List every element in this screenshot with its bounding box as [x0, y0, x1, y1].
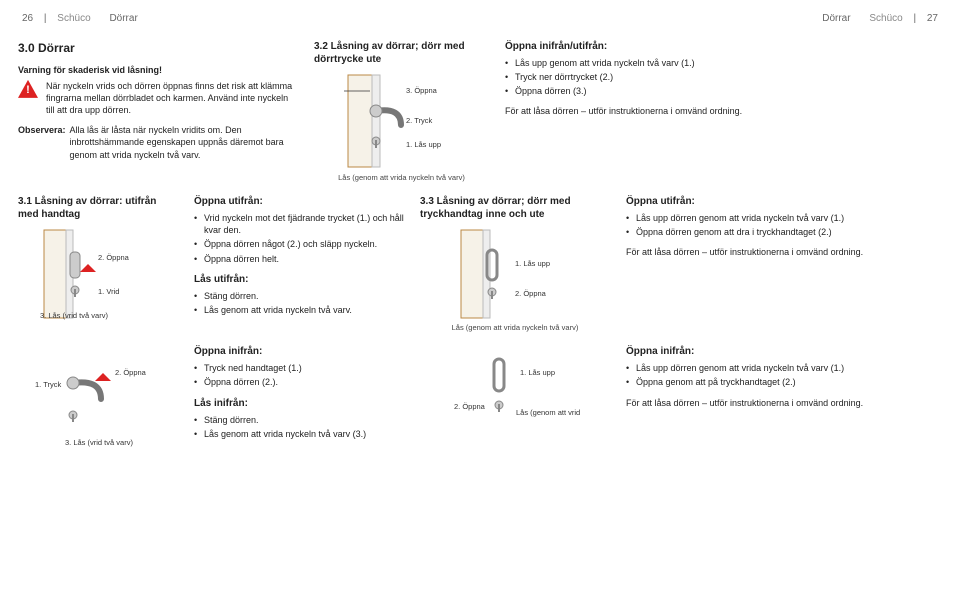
br-open-list: Lås upp dörren genom att vrida nyckeln t…	[626, 362, 942, 388]
br-open-in-title: Öppna inifrån:	[626, 345, 942, 359]
list-item: Stäng dörren.	[194, 290, 404, 302]
col-br-text: Öppna inifrån: Lås upp dörren genom att …	[626, 345, 942, 450]
s33-open-list: Lås upp dörren genom att vrida nyckeln t…	[626, 212, 942, 238]
s32-open-list: Lås upp genom att vrida nyckeln två varv…	[505, 57, 942, 97]
warning-box: Varning för skaderisk vid låsning! När n…	[18, 64, 298, 117]
s31-title: 3.1 Låsning av dörrar: utifrån med handt…	[18, 195, 178, 222]
col-3-2-text: Öppna inifrån/utifrån: Lås upp genom att…	[505, 40, 942, 183]
s32-caption: Lås (genom att vrida nyckeln två varv)	[314, 173, 489, 183]
bl-open-list: Tryck ned handtaget (1.) Öppna dörren (2…	[194, 362, 404, 388]
page-num-right: 27	[927, 12, 938, 26]
col-3-1-text: Öppna utifrån: Vrid nyckeln mot det fjäd…	[194, 195, 404, 333]
list-item: Stäng dörren.	[194, 414, 404, 426]
s33-open-out-title: Öppna utifrån:	[626, 195, 942, 209]
s31-lock-out-title: Lås utifrån:	[194, 273, 404, 287]
door-diagram-br: 1. Lås upp 2. Öppna Lås (genom att vrida…	[420, 345, 610, 440]
svg-text:3. Lås (vrid två varv): 3. Lås (vrid två varv)	[65, 438, 133, 447]
divider: |	[913, 12, 916, 26]
warning-title: Varning för skaderisk vid låsning!	[18, 64, 298, 76]
door-diagram-3-3: 1. Lås upp 2. Öppna	[420, 226, 610, 321]
s33-caption: Lås (genom att vrida nyckeln två varv)	[420, 323, 610, 333]
col-intro: 3.0 Dörrar Varning för skaderisk vid lås…	[18, 40, 298, 183]
svg-text:2. Öppna: 2. Öppna	[98, 253, 130, 262]
s31-open-list: Vrid nyckeln mot det fjädrande trycket (…	[194, 212, 404, 265]
col-3-1-diagram: 3.1 Låsning av dörrar: utifrån med handt…	[18, 195, 178, 333]
col-3-3-diagram: 3.3 Låsning av dörrar; dörr med tryckhan…	[420, 195, 610, 333]
door-diagram-3-2: 3. Öppna 2. Tryck 1. Lås upp	[314, 71, 489, 171]
svg-text:2. Öppna: 2. Öppna	[115, 368, 147, 377]
col-br-diagram: 1. Lås upp 2. Öppna Lås (genom att vrida…	[420, 345, 610, 450]
bl-open-in-title: Öppna inifrån:	[194, 345, 404, 359]
svg-text:1. Tryck: 1. Tryck	[35, 380, 62, 389]
section-left: Dörrar	[109, 12, 137, 26]
divider: |	[44, 12, 47, 26]
section-right: Dörrar	[822, 12, 850, 26]
lbl-push: 2. Tryck	[406, 116, 433, 125]
door-diagram-3-1: 2. Öppna 1. Vrid 3. Lås (vrid två varv)	[18, 226, 178, 321]
s33-reverse: För att låsa dörren – utför instruktione…	[626, 246, 942, 258]
list-item: Öppna genom att på tryckhandtaget (2.)	[626, 376, 942, 388]
row-top: 3.0 Dörrar Varning för skaderisk vid lås…	[18, 40, 942, 183]
list-item: Vrid nyckeln mot det fjädrande trycket (…	[194, 212, 404, 236]
svg-text:3. Lås (vrid två varv): 3. Lås (vrid två varv)	[40, 311, 108, 320]
lbl-open: 3. Öppna	[406, 86, 438, 95]
br-reverse: För att låsa dörren – utför instruktione…	[626, 397, 942, 409]
col-3-3-text: Öppna utifrån: Lås upp dörren genom att …	[626, 195, 942, 333]
list-item: Öppna dörren (2.).	[194, 376, 404, 388]
observe-block: Observera: Alla lås är låsta när nyckeln…	[18, 124, 298, 160]
list-item: Lås genom att vrida nyckeln två varv (3.…	[194, 428, 404, 440]
s32-reverse: För att låsa dörren – utför instruktione…	[505, 105, 942, 117]
section-title: 3.0 Dörrar	[18, 40, 298, 56]
bl-lock-list: Stäng dörren. Lås genom att vrida nyckel…	[194, 414, 404, 440]
col-bl-text: Öppna inifrån: Tryck ned handtaget (1.) …	[194, 345, 404, 450]
list-item: Öppna dörren (3.)	[505, 85, 942, 97]
col-bl-diagram: 1. Tryck 2. Öppna 3. Lås (vrid två varv)	[18, 345, 178, 450]
svg-text:Lås (genom att vrida nyckeln t: Lås (genom att vrida nyckeln två varv)	[516, 408, 580, 417]
col-3-2-diagram: 3.2 Låsning av dörrar; dörr med dörrtryc…	[314, 40, 489, 183]
header-right: Dörrar Schüco | 27	[818, 12, 942, 26]
warning-icon	[18, 80, 38, 98]
list-item: Öppna dörren helt.	[194, 253, 404, 265]
svg-text:2. Öppna: 2. Öppna	[515, 289, 547, 298]
s32-title: 3.2 Låsning av dörrar; dörr med dörrtryc…	[314, 40, 489, 67]
list-item: Lås upp dörren genom att vrida nyckeln t…	[626, 362, 942, 374]
s33-title: 3.3 Låsning av dörrar; dörr med tryckhan…	[420, 195, 610, 222]
svg-text:1. Vrid: 1. Vrid	[98, 287, 119, 296]
bl-lock-in-title: Lås inifrån:	[194, 397, 404, 411]
header-left: 26 | Schüco Dörrar	[18, 12, 142, 26]
s32-open-title: Öppna inifrån/utifrån:	[505, 40, 942, 54]
list-item: Öppna dörren genom att dra i tryckhandta…	[626, 226, 942, 238]
row-mid: 3.1 Låsning av dörrar: utifrån med handt…	[18, 195, 942, 333]
observe-body: Alla lås är låsta när nyckeln vridits om…	[70, 124, 298, 160]
row-bottom: 1. Tryck 2. Öppna 3. Lås (vrid två varv)…	[18, 345, 942, 450]
s31-open-out-title: Öppna utifrån:	[194, 195, 404, 209]
warning-body: När nyckeln vrids och dörren öppnas finn…	[46, 80, 298, 116]
s31-lock-list: Stäng dörren. Lås genom att vrida nyckel…	[194, 290, 404, 316]
door-svg: 3. Öppna 2. Tryck 1. Lås upp	[342, 71, 462, 171]
list-item: Tryck ned handtaget (1.)	[194, 362, 404, 374]
list-item: Lås genom att vrida nyckeln två varv.	[194, 304, 404, 316]
list-item: Lås upp genom att vrida nyckeln två varv…	[505, 57, 942, 69]
page-header: 26 | Schüco Dörrar Dörrar Schüco | 27	[18, 12, 942, 26]
lbl-lockup: 1. Lås upp	[406, 140, 441, 149]
list-item: Öppna dörren något (2.) och släpp nyckel…	[194, 238, 404, 250]
brand-right: Schüco	[869, 12, 902, 26]
observe-label: Observera:	[18, 124, 66, 160]
svg-text:2. Öppna: 2. Öppna	[454, 402, 486, 411]
page-num-left: 26	[22, 12, 33, 26]
door-diagram-bl: 1. Tryck 2. Öppna 3. Lås (vrid två varv)	[18, 345, 178, 450]
svg-text:1. Lås upp: 1. Lås upp	[515, 259, 550, 268]
list-item: Tryck ner dörrtrycket (2.)	[505, 71, 942, 83]
list-item: Lås upp dörren genom att vrida nyckeln t…	[626, 212, 942, 224]
svg-text:1. Lås upp: 1. Lås upp	[520, 368, 555, 377]
brand-left: Schüco	[57, 12, 90, 26]
